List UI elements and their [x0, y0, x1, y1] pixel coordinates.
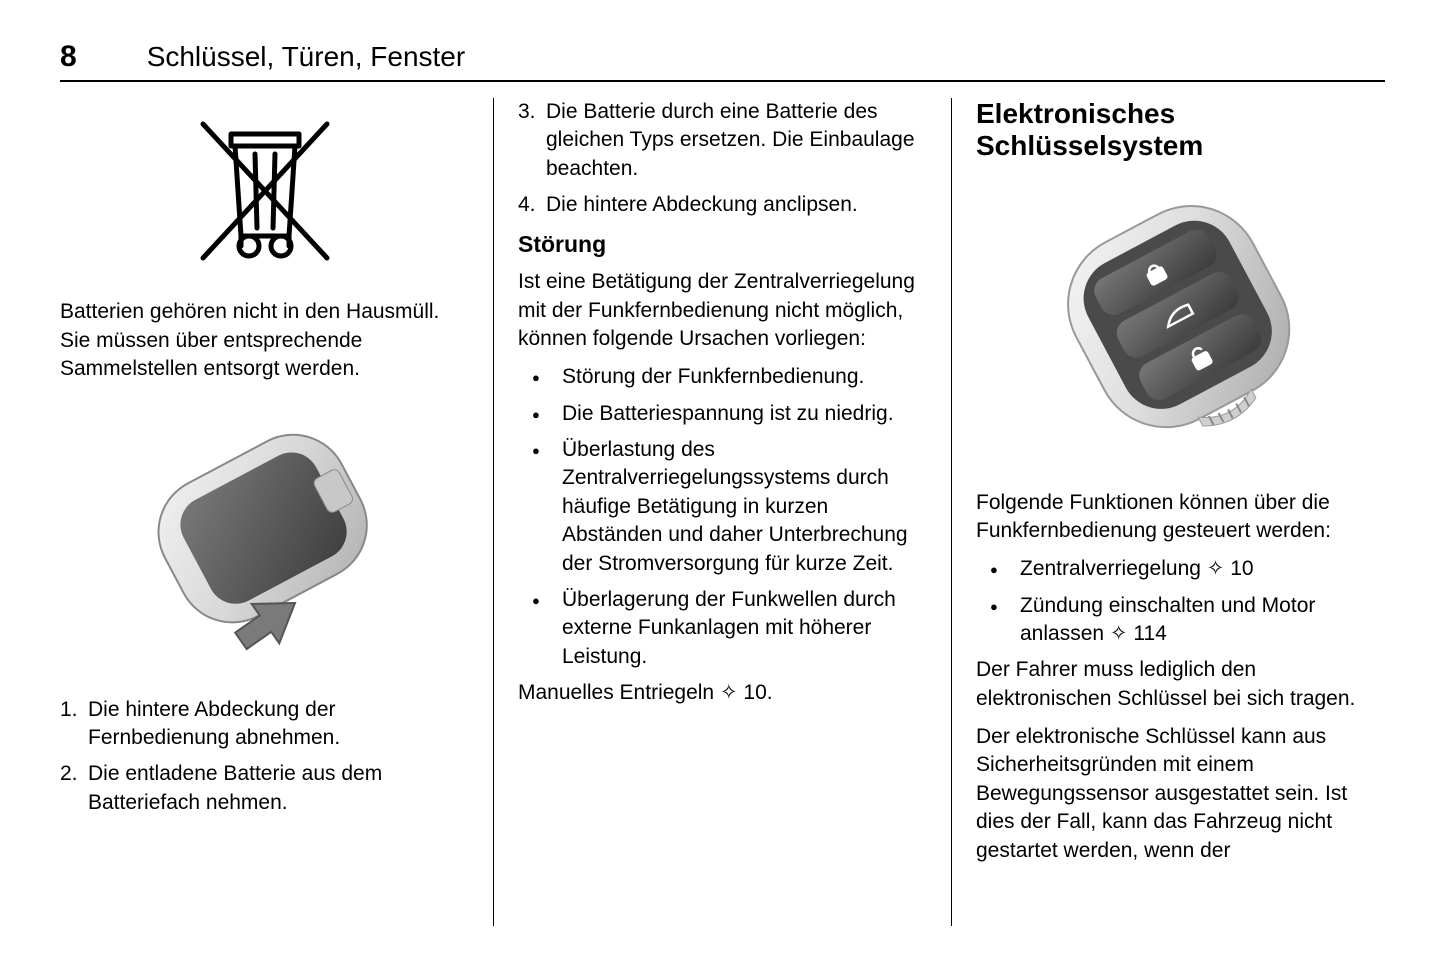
page-ref-number: 114: [1133, 622, 1166, 645]
fault-causes-list: Störung der Funkfernbedienung. Die Batte…: [518, 363, 927, 670]
step-1: 1. Die hintere Abdeckung der Fernbedienun…: [60, 696, 469, 753]
step-number: 3.: [518, 98, 536, 126]
step-number: 1.: [60, 696, 78, 724]
battery-steps-1-2: 1. Die hintere Abdeckung der Fernbedienun…: [60, 696, 469, 817]
page-ref-icon: ✧: [1110, 622, 1133, 645]
fault-cause: Überlastung des Zentralverriegelungssyst…: [518, 436, 927, 578]
motion-sensor-note: Der elektronische Schlüssel kann aus Sic…: [976, 723, 1385, 865]
electronic-key-functions: Zentralverriegelung ✧ 10 Zündung einscha…: [976, 555, 1385, 648]
function-text: Zentralverriegelung: [1020, 557, 1207, 580]
column-3: Elektronisches Schlüsselsystem: [952, 98, 1385, 926]
fault-cause-text: Überlagerung der Funkwellen durch extern…: [562, 588, 896, 668]
column-1: Batterien gehören nicht in den Hausmüll.…: [60, 98, 494, 926]
columns: Batterien gehören nicht in den Hausmüll.…: [60, 98, 1385, 926]
page-header: 8 Schlüssel, Türen, Fenster: [60, 40, 1385, 82]
fault-heading: Störung: [518, 229, 927, 260]
fault-intro: Ist eine Betätigung der Zentralverriegel…: [518, 268, 927, 353]
function-item: Zündung einschalten und Motor anlassen ✧…: [976, 592, 1385, 649]
fault-cause-text: Störung der Funkfernbedienung.: [562, 365, 864, 388]
column-2: 3. Die Batterie durch eine Batterie des g…: [494, 98, 952, 926]
no-trash-bin-icon: [185, 106, 345, 276]
step-text: Die hintere Abdeckung der Fernbedienung …: [88, 698, 340, 749]
manual-unlock-text: Manuelles Entriegeln: [518, 681, 720, 704]
page-title: Schlüssel, Türen, Fenster: [147, 41, 466, 73]
step-text: Die entladene Batterie aus dem Batterief…: [88, 762, 382, 813]
electronic-key-illustration: [976, 176, 1385, 474]
step-number: 2.: [60, 760, 78, 788]
page-ref-icon: ✧: [720, 681, 743, 704]
key-back-cover-icon: [95, 393, 435, 673]
step-4: 4. Die hintere Abdeckung anclipsen.: [518, 191, 927, 219]
function-text: Zündung einschalten und Motor anlassen: [1020, 594, 1315, 645]
page-ref-icon: ✧: [1207, 557, 1230, 580]
manual-unlock-ref: Manuelles Entriegeln ✧ 10.: [518, 679, 927, 707]
step-number: 4.: [518, 191, 536, 219]
page-ref-number: 10: [1230, 557, 1253, 580]
fault-cause-text: Überlastung des Zentralverriegelungssyst…: [562, 438, 908, 574]
page: 8 Schlüssel, Türen, Fenster: [0, 0, 1445, 966]
step-3: 3. Die Batterie durch eine Batterie des g…: [518, 98, 927, 183]
battery-disposal-notice: Batterien gehören nicht in den Hausmüll.…: [60, 298, 469, 383]
electronic-key-intro: Folgende Funktionen können über die Funk…: [976, 489, 1385, 546]
page-ref-number: 10.: [743, 681, 772, 704]
battery-steps-3-4: 3. Die Batterie durch eine Batterie des g…: [518, 98, 927, 219]
electronic-key-icon: [1021, 176, 1341, 466]
fault-cause: Störung der Funkfernbedienung.: [518, 363, 927, 391]
no-trash-illustration: [60, 106, 469, 284]
step-text: Die Batterie durch eine Batterie des gle…: [546, 100, 915, 180]
step-2: 2. Die entladene Batterie aus dem Batteri…: [60, 760, 469, 817]
function-item: Zentralverriegelung ✧ 10: [976, 555, 1385, 583]
step-text: Die hintere Abdeckung anclipsen.: [546, 193, 858, 216]
driver-carry-note: Der Fahrer muss lediglich den elektronis…: [976, 656, 1385, 713]
electronic-key-heading: Elektronisches Schlüsselsystem: [976, 98, 1385, 162]
fault-cause-text: Die Batteriespannung ist zu niedrig.: [562, 402, 894, 425]
page-number: 8: [60, 40, 77, 74]
key-back-illustration: [60, 393, 469, 681]
fault-cause: Überlagerung der Funkwellen durch extern…: [518, 586, 927, 671]
fault-cause: Die Batteriespannung ist zu niedrig.: [518, 400, 927, 428]
